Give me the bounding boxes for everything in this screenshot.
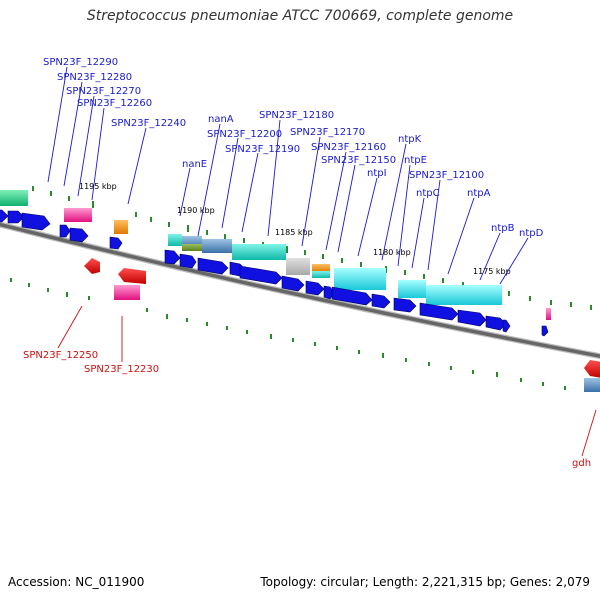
feature-blocks: [0, 190, 600, 392]
gene-feature: [334, 268, 386, 290]
gene-feature: [84, 258, 100, 274]
gene-arrow: [393, 297, 417, 313]
gene-feature: [286, 258, 310, 275]
gene-arrow: [109, 236, 123, 250]
gene-feature: [118, 268, 146, 284]
gene-label: SPN23F_12260: [77, 98, 152, 109]
gene-arrow: [305, 280, 325, 296]
gene-feature: [202, 239, 232, 253]
gene-feature: [232, 244, 286, 260]
gene-feature: [546, 308, 551, 320]
gene-feature: [584, 360, 600, 378]
gene-feature: [114, 285, 140, 300]
gene-arrow: [331, 286, 373, 306]
reverse-labels: SPN23F_12250 SPN23F_12230 gdh: [23, 350, 591, 469]
gene-feature: [312, 264, 330, 272]
gene-label: nanE: [182, 159, 207, 170]
gene-label: ntpE: [404, 155, 427, 166]
gene-arrow: [179, 253, 197, 269]
tick-labels: 1195 kbp 1190 kbp 1185 kbp 1180 kbp 1175…: [79, 182, 511, 276]
gene-arrow: [541, 325, 549, 337]
label-leaders: [47, 66, 529, 285]
gene-label: gdh: [572, 458, 591, 469]
gene-feature: [584, 378, 600, 392]
gene-arrow: [239, 265, 283, 285]
gene-label: SPN23F_12280: [57, 72, 132, 83]
genome-backbone: [0, 221, 600, 360]
gene-arrow: [7, 210, 25, 224]
gene-label: SPN23F_12160: [311, 142, 386, 153]
gene-feature: [64, 208, 92, 222]
gene-label: ntpC: [416, 188, 440, 199]
gene-arrow: [419, 302, 459, 321]
tick-label: 1180 kbp: [373, 248, 411, 257]
reverse-label-leaders: [57, 305, 597, 457]
gene-label: SPN23F_12180: [259, 110, 334, 121]
gene-label: ntpA: [467, 188, 491, 199]
gene-arrow: [164, 249, 181, 265]
gene-label: ntpI: [367, 168, 387, 179]
gene-arrow: [502, 319, 511, 333]
topology-text: Topology: circular; Length: 2,221,315 bp…: [260, 575, 590, 589]
gene-arrow: [281, 275, 305, 292]
gene-feature: [398, 280, 426, 298]
gene-label: ntpB: [491, 223, 515, 234]
gene-label: SPN23F_12200: [207, 129, 282, 140]
gene-label: ntpK: [398, 134, 422, 145]
accession-text: Accession: NC_011900: [8, 575, 145, 589]
gene-label: SPN23F_12270: [66, 86, 141, 97]
gene-arrow: [197, 257, 229, 275]
gene-arrow: [69, 227, 89, 243]
forward-labels: SPN23F_12290 SPN23F_12280 SPN23F_12270 S…: [43, 57, 544, 239]
tick-label: 1185 kbp: [275, 228, 313, 237]
tick-label: 1175 kbp: [473, 267, 511, 276]
gene-feature: [182, 244, 202, 251]
gene-arrow: [371, 293, 391, 309]
gene-label: ntpD: [519, 228, 544, 239]
tick-label: 1190 kbp: [177, 206, 215, 215]
gene-feature: [426, 285, 502, 305]
gene-label: SPN23F_12100: [409, 170, 484, 181]
gene-feature: [312, 271, 330, 278]
gene-label: SPN23F_12290: [43, 57, 118, 68]
map-title: Streptococcus pneumoniae ATCC 700669, co…: [86, 8, 514, 24]
gene-feature: [168, 234, 182, 246]
gene-feature: [0, 190, 28, 206]
gene-arrow: [0, 209, 9, 223]
tick-label: 1195 kbp: [79, 182, 117, 191]
gene-label: nanA: [208, 114, 234, 125]
gene-arrows: [0, 209, 549, 337]
gene-label: SPN23F_12240: [111, 118, 186, 129]
gene-arrow: [457, 309, 487, 327]
gene-label: SPN23F_12230: [84, 364, 159, 375]
gene-feature: [114, 220, 128, 234]
gene-arrow: [21, 212, 51, 231]
gene-label: SPN23F_12150: [321, 155, 396, 166]
gene-arrow: [59, 224, 71, 238]
gene-label: SPN23F_12250: [23, 350, 98, 361]
reverse-features: [84, 258, 600, 378]
gene-label: SPN23F_12170: [290, 127, 365, 138]
gene-label: SPN23F_12190: [225, 144, 300, 155]
